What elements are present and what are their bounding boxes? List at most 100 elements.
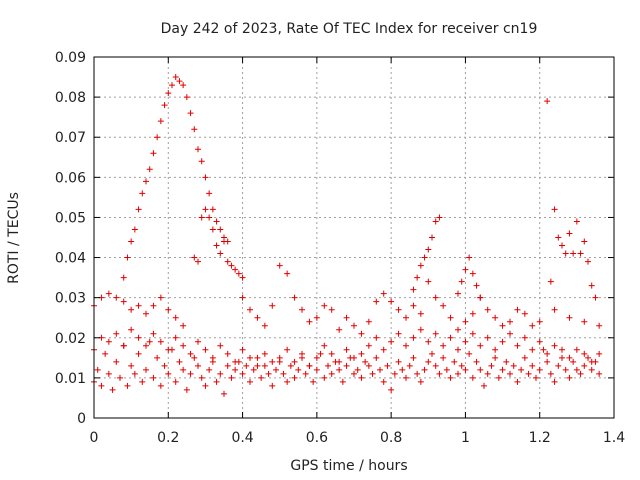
data-point xyxy=(570,358,577,365)
data-point xyxy=(559,346,565,353)
data-point xyxy=(425,338,432,345)
data-point xyxy=(228,374,235,381)
x-axis-label: GPS time / hours xyxy=(290,458,407,474)
data-point xyxy=(507,318,513,325)
data-point xyxy=(529,322,536,329)
data-point xyxy=(581,350,588,357)
data-point xyxy=(187,110,194,117)
data-point xyxy=(269,358,276,365)
data-point xyxy=(373,298,380,305)
chart-title: Day 242 of 2023, Rate Of TEC Index for r… xyxy=(161,21,538,37)
data-point xyxy=(258,374,265,381)
data-point xyxy=(507,370,513,377)
data-point xyxy=(124,254,131,261)
data-point xyxy=(235,270,242,277)
y-tick-label: 0.07 xyxy=(55,130,86,146)
y-tick-label: 0.01 xyxy=(55,371,86,387)
data-point xyxy=(544,358,551,365)
data-point xyxy=(429,234,435,241)
data-point xyxy=(261,322,268,329)
data-point xyxy=(581,318,588,325)
data-point xyxy=(195,362,201,369)
data-point xyxy=(217,250,224,257)
data-point xyxy=(492,314,499,321)
data-point xyxy=(377,366,383,373)
data-point xyxy=(410,334,417,341)
data-point xyxy=(157,294,164,301)
data-point xyxy=(440,354,447,361)
data-point xyxy=(529,346,536,353)
data-point xyxy=(514,378,521,385)
data-point xyxy=(120,298,127,305)
data-point xyxy=(302,370,309,377)
data-point xyxy=(462,338,469,345)
y-tick-labels: 0 0.01 0.02 0.03 0.04 0.05 0.06 0.07 0.08 0.09 xyxy=(55,50,86,427)
data-point xyxy=(440,302,447,309)
data-point xyxy=(365,362,372,369)
data-point xyxy=(514,306,521,313)
data-point xyxy=(321,342,328,349)
data-point xyxy=(477,366,484,373)
x-tick-label: 0.8 xyxy=(380,430,402,446)
data-point xyxy=(191,354,198,361)
data-point xyxy=(209,354,216,361)
series-arc-0.9h xyxy=(410,214,443,293)
data-point xyxy=(473,358,480,365)
data-point xyxy=(410,286,417,293)
data-point xyxy=(403,342,409,349)
data-point xyxy=(250,366,257,373)
data-point xyxy=(469,310,476,317)
data-point xyxy=(592,294,599,301)
data-point xyxy=(273,366,279,373)
data-point xyxy=(150,374,157,381)
data-point xyxy=(131,370,138,377)
data-point xyxy=(566,230,573,237)
x-tick-label: 1 xyxy=(461,430,470,446)
data-point xyxy=(276,262,283,269)
data-point xyxy=(588,282,595,289)
x-tick-label: 1.2 xyxy=(529,430,551,446)
data-point xyxy=(328,370,335,377)
data-point xyxy=(462,266,469,273)
data-point xyxy=(161,102,168,109)
data-point xyxy=(213,218,220,225)
data-point xyxy=(191,126,198,133)
data-point xyxy=(421,254,428,261)
data-point xyxy=(596,322,603,329)
data-point xyxy=(276,354,283,361)
data-point xyxy=(120,274,127,281)
data-point xyxy=(117,374,123,381)
data-point xyxy=(239,370,246,377)
data-point xyxy=(570,250,577,257)
data-point xyxy=(195,258,201,265)
data-point xyxy=(165,90,172,97)
data-point xyxy=(566,354,573,361)
data-point xyxy=(261,350,268,357)
y-tick-label: 0.03 xyxy=(55,291,86,307)
data-point xyxy=(94,366,101,373)
data-point xyxy=(165,370,172,377)
data-point xyxy=(243,362,250,369)
data-point xyxy=(157,382,164,389)
data-point xyxy=(232,366,239,373)
data-point xyxy=(254,354,261,361)
data-point xyxy=(102,350,109,357)
y-tick-label: 0.09 xyxy=(55,50,86,66)
data-point xyxy=(154,134,161,141)
data-point xyxy=(254,314,261,321)
data-point xyxy=(417,378,424,385)
y-tick-label: 0.08 xyxy=(55,90,86,106)
data-point xyxy=(358,374,365,381)
data-point xyxy=(481,382,487,389)
data-point xyxy=(414,274,421,281)
data-point xyxy=(172,74,179,81)
x-tick-labels: 0 0.2 0.4 0.6 0.8 1 1.2 1.4 xyxy=(90,430,626,446)
data-point xyxy=(139,190,146,197)
data-point xyxy=(224,362,231,369)
data-point xyxy=(143,366,149,373)
x-tick-label: 0 xyxy=(90,430,99,446)
data-point xyxy=(551,206,558,213)
data-point xyxy=(492,354,499,361)
x-tick-label: 1.4 xyxy=(603,430,625,446)
